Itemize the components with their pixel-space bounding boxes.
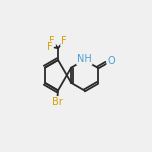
Text: F: F (47, 42, 53, 52)
Text: F: F (49, 36, 55, 46)
Text: F: F (61, 36, 67, 46)
Text: Br: Br (52, 97, 63, 107)
Text: NH: NH (77, 54, 92, 64)
Text: O: O (107, 56, 115, 66)
